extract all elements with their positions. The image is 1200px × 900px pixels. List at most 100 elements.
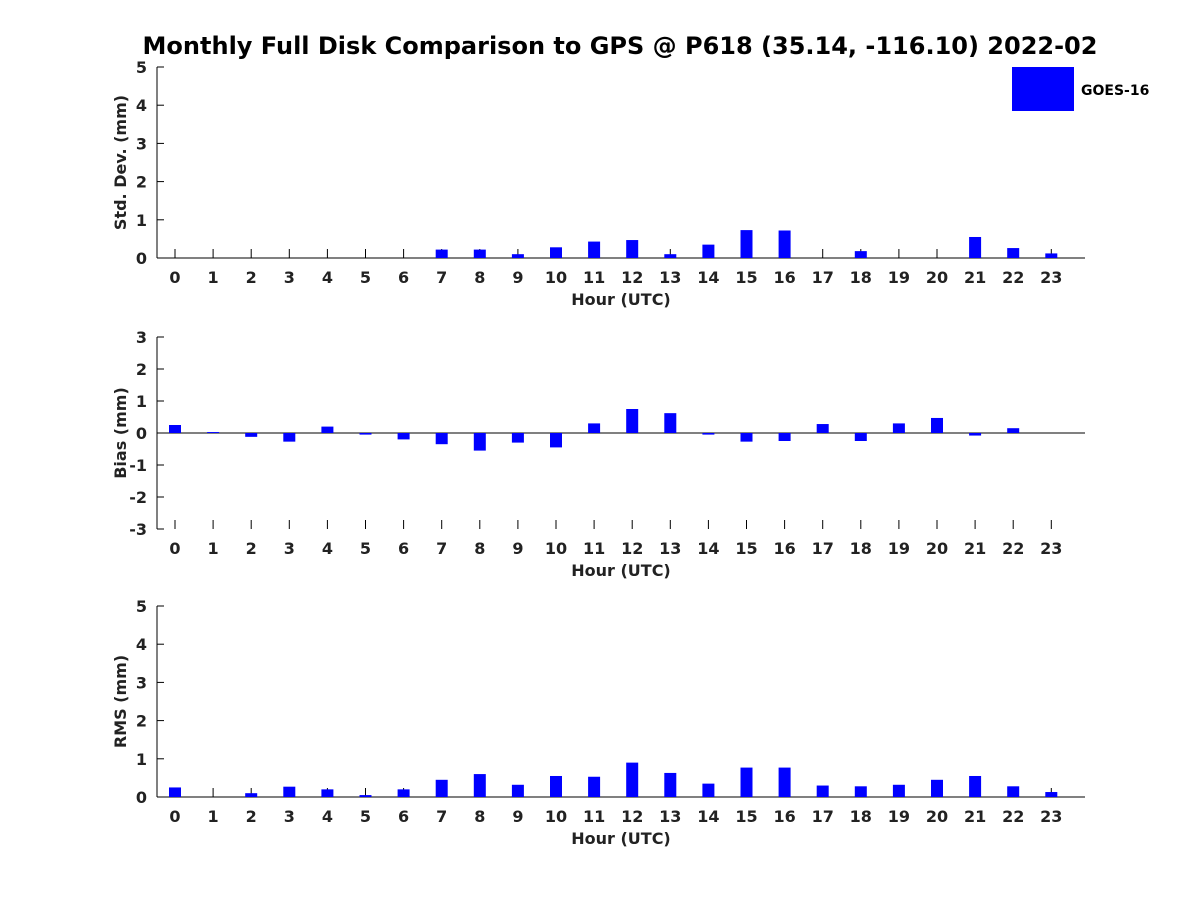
x-tick-label: 23 <box>1040 807 1062 826</box>
x-tick-label: 14 <box>697 268 719 287</box>
bar-rms-hour-5 <box>359 795 372 797</box>
x-tick-label: 9 <box>512 539 523 558</box>
bar-bias-hour-13 <box>664 413 677 433</box>
x-tick-label: 5 <box>360 268 371 287</box>
bar-rms-hour-12 <box>626 762 639 797</box>
x-tick-label: 2 <box>246 268 257 287</box>
y-tick-label: 3 <box>136 134 147 153</box>
y-tick-label: 1 <box>136 750 147 769</box>
bar-std-dev-hour-7 <box>435 249 448 258</box>
x-tick-label: 13 <box>659 539 681 558</box>
bar-bias-hour-18 <box>854 433 867 441</box>
bar-std-dev-hour-9 <box>511 254 524 258</box>
y-axis-label: Bias (mm) <box>111 387 130 479</box>
x-tick-label: 12 <box>621 807 643 826</box>
x-tick-label: 19 <box>888 539 910 558</box>
bar-bias-hour-4 <box>321 426 334 433</box>
bar-rms-hour-8 <box>473 774 486 797</box>
bar-rms-hour-9 <box>511 784 524 797</box>
x-tick-label: 12 <box>621 539 643 558</box>
y-tick-label: 2 <box>136 712 147 731</box>
x-tick-label: 4 <box>322 268 333 287</box>
x-tick-label: 17 <box>812 807 834 826</box>
bar-rms-hour-14 <box>702 783 715 797</box>
bar-bias-hour-12 <box>626 409 639 433</box>
y-tick-label: 0 <box>136 788 147 807</box>
x-tick-label: 22 <box>1002 539 1024 558</box>
y-tick-label: 1 <box>136 211 147 230</box>
y-tick-label: 4 <box>136 96 147 115</box>
x-tick-label: 1 <box>208 807 219 826</box>
bar-std-dev-hour-18 <box>854 251 867 258</box>
x-tick-label: 17 <box>812 268 834 287</box>
x-tick-label: 23 <box>1040 539 1062 558</box>
bar-std-dev-hour-22 <box>1007 248 1020 258</box>
bar-bias-hour-11 <box>588 423 601 433</box>
x-tick-label: 18 <box>850 539 872 558</box>
y-tick-label: 4 <box>136 635 147 654</box>
x-tick-label: 3 <box>284 807 295 826</box>
bar-bias-hour-10 <box>550 433 562 448</box>
x-tick-label: 18 <box>850 268 872 287</box>
x-tick-label: 7 <box>436 807 447 826</box>
bar-rms-hour-13 <box>664 772 677 797</box>
x-axis-label: Hour (UTC) <box>571 290 671 309</box>
x-tick-label: 15 <box>735 807 757 826</box>
bar-rms-hour-10 <box>550 775 562 797</box>
x-tick-label: 8 <box>474 268 485 287</box>
x-tick-label: 10 <box>545 807 567 826</box>
bar-std-dev-hour-21 <box>969 236 982 258</box>
bar-std-dev-hour-10 <box>550 247 562 258</box>
x-tick-label: 19 <box>888 807 910 826</box>
bar-bias-hour-17 <box>816 424 829 433</box>
x-tick-label: 20 <box>926 268 948 287</box>
bar-std-dev-hour-13 <box>664 254 677 258</box>
bar-std-dev-hour-23 <box>1045 253 1058 258</box>
x-tick-label: 9 <box>512 807 523 826</box>
x-tick-label: 8 <box>474 807 485 826</box>
x-tick-label: 5 <box>360 807 371 826</box>
x-tick-label: 21 <box>964 268 986 287</box>
x-tick-label: 15 <box>735 539 757 558</box>
x-tick-label: 11 <box>583 807 605 826</box>
y-axis-label: RMS (mm) <box>111 655 130 748</box>
legend-label: GOES-16 <box>1081 83 1149 99</box>
bar-rms-hour-6 <box>397 789 410 797</box>
bar-bias-hour-7 <box>435 433 448 445</box>
bar-bias-hour-2 <box>245 433 258 437</box>
bar-bias-hour-14 <box>702 433 715 435</box>
x-tick-label: 7 <box>436 268 447 287</box>
bar-rms-hour-2 <box>245 793 258 797</box>
bar-bias-hour-5 <box>359 433 372 435</box>
bar-rms-hour-17 <box>816 785 829 797</box>
bar-bias-hour-22 <box>1007 428 1020 433</box>
x-axis-label: Hour (UTC) <box>571 829 671 848</box>
x-tick-label: 14 <box>697 807 719 826</box>
bar-rms-hour-16 <box>778 767 791 797</box>
x-tick-label: 10 <box>545 539 567 558</box>
x-tick-label: 16 <box>773 268 795 287</box>
x-tick-label: 0 <box>169 807 180 826</box>
x-tick-label: 4 <box>322 539 333 558</box>
x-tick-label: 9 <box>512 268 523 287</box>
x-tick-label: 6 <box>398 807 409 826</box>
x-tick-label: 5 <box>360 539 371 558</box>
x-tick-label: 2 <box>246 807 257 826</box>
x-tick-label: 6 <box>398 268 409 287</box>
x-tick-label: 19 <box>888 268 910 287</box>
legend-swatch <box>1012 67 1074 111</box>
bar-bias-hour-21 <box>969 433 982 436</box>
y-tick-label: 0 <box>136 249 147 268</box>
bar-std-dev-hour-8 <box>473 249 486 258</box>
x-tick-label: 14 <box>697 539 719 558</box>
x-tick-label: 22 <box>1002 268 1024 287</box>
chart-title: Monthly Full Disk Comparison to GPS @ P6… <box>143 32 1098 60</box>
bar-rms-hour-21 <box>969 775 982 797</box>
x-tick-label: 11 <box>583 539 605 558</box>
y-tick-label: 5 <box>136 597 147 616</box>
y-tick-label: -3 <box>129 520 147 539</box>
x-tick-label: 3 <box>284 539 295 558</box>
bar-bias-hour-9 <box>511 433 524 443</box>
